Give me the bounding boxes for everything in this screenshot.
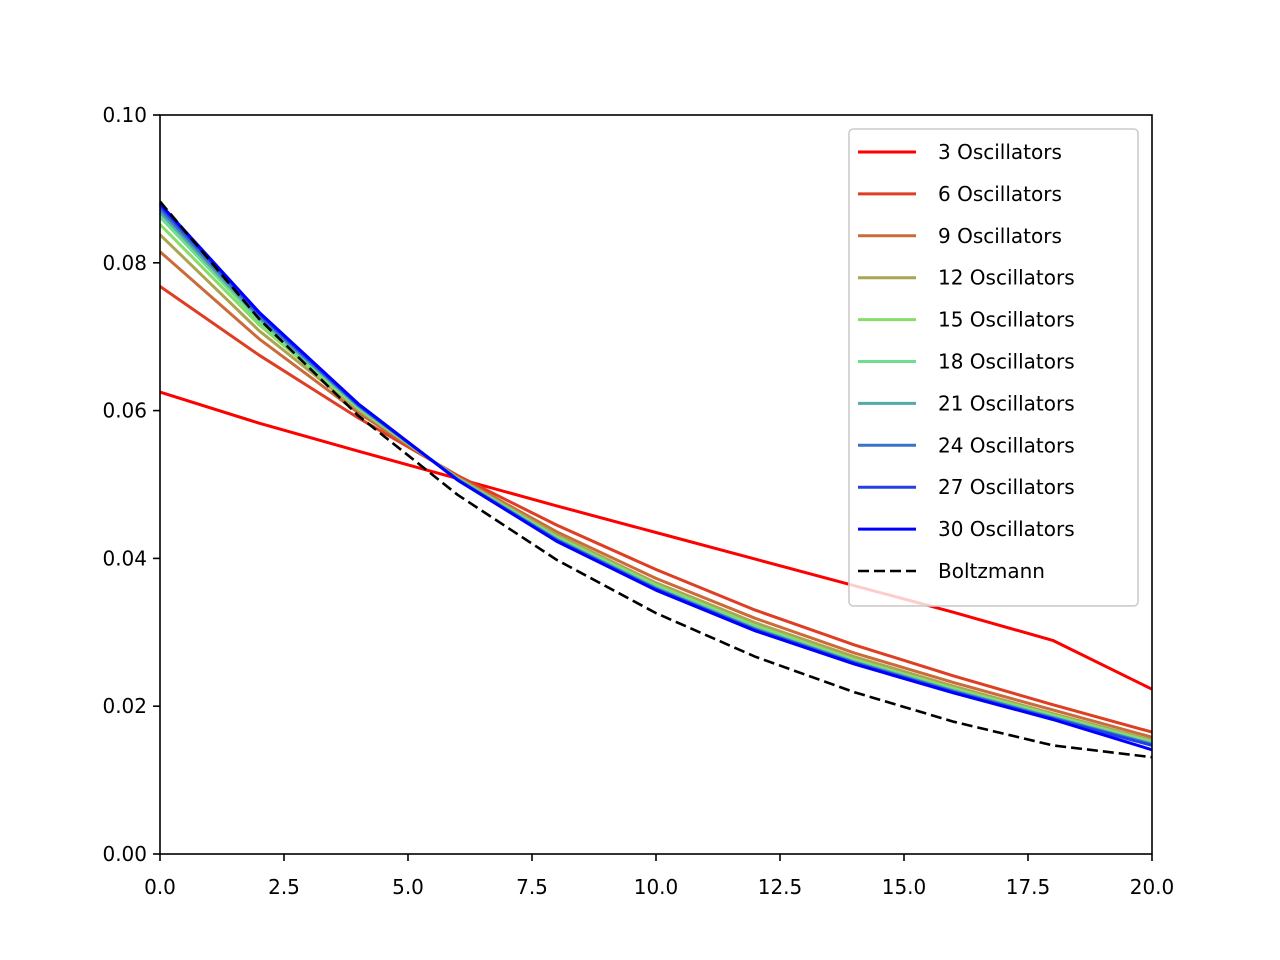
- x-axis: 0.0 2.5 5.0 7.5 10.0 12.5 15.0 17.5 20.0: [144, 854, 1174, 899]
- legend-label: 18 Oscillators: [938, 350, 1075, 374]
- legend-label: 15 Oscillators: [938, 308, 1075, 332]
- legend-label: Boltzmann: [938, 559, 1045, 583]
- y-tick-label: 0.00: [102, 842, 147, 866]
- series-line-11: [159, 200, 1153, 759]
- x-tick-label: 7.5: [516, 875, 548, 899]
- x-tick-label: 5.0: [392, 875, 424, 899]
- x-tick-label: 12.5: [758, 875, 803, 899]
- legend-label: 30 Oscillators: [938, 517, 1075, 541]
- y-tick-label: 0.10: [102, 103, 147, 127]
- y-tick-label: 0.06: [102, 399, 147, 423]
- series-layer: [158, 200, 1153, 759]
- series-line-3: [159, 250, 1153, 739]
- legend-label: 21 Oscillators: [938, 391, 1075, 415]
- x-tick-label: 15.0: [882, 875, 927, 899]
- legend-label: 24 Oscillators: [938, 433, 1075, 457]
- legend-label: 3 Oscillators: [938, 140, 1062, 164]
- y-axis: 0.00 0.02 0.04 0.06 0.08 0.10: [102, 103, 160, 866]
- legend-label: 27 Oscillators: [938, 475, 1075, 499]
- y-tick-label: 0.02: [102, 694, 147, 718]
- legend-label: 6 Oscillators: [938, 182, 1062, 206]
- x-tick-label: 20.0: [1130, 875, 1175, 899]
- series-line-2: [159, 285, 1153, 734]
- legend-label: 9 Oscillators: [938, 224, 1062, 248]
- series-line-10: [158, 202, 1153, 752]
- legend-label: 12 Oscillators: [938, 266, 1075, 290]
- legend: 3 Oscillators 6 Oscillators 9 Oscillators 1…: [848, 128, 1139, 607]
- legend-box: [848, 128, 1139, 607]
- x-tick-label: 17.5: [1006, 875, 1051, 899]
- x-tick-label: 10.0: [634, 875, 679, 899]
- series-line-1: [159, 390, 1153, 691]
- x-tick-label: 0.0: [144, 875, 176, 899]
- y-tick-label: 0.08: [102, 251, 147, 275]
- y-tick-label: 0.04: [102, 546, 147, 570]
- x-tick-label: 2.5: [268, 875, 300, 899]
